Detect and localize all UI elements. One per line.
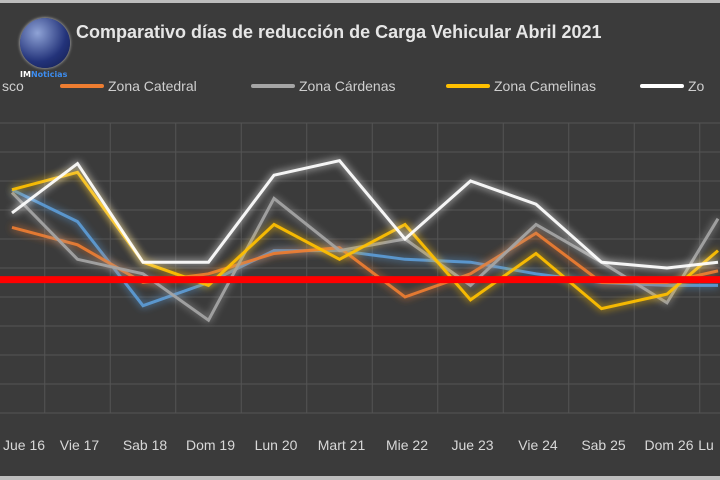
legend-item-0: sco	[2, 78, 24, 94]
x-tick-label: Vie 24	[518, 437, 558, 453]
x-tick-label: Dom 19	[185, 437, 236, 453]
legend-item-3: Zona Camelinas	[446, 78, 596, 94]
legend-swatch-3	[446, 84, 490, 88]
legend-item-1: Zona Catedral	[60, 78, 197, 94]
logo-text-a: IM	[20, 70, 31, 79]
legend-label-1: Zona Catedral	[108, 78, 197, 94]
legend-swatch-2	[251, 84, 295, 88]
x-tick-label: Mie 22	[385, 437, 429, 453]
legend-label-4: Zo	[688, 78, 705, 94]
frame-bottom	[0, 476, 720, 480]
x-tick-label: Mart 21	[317, 437, 366, 453]
legend-label-2: Zona Cárdenas	[299, 78, 396, 94]
legend-swatch-4	[640, 84, 684, 88]
x-tick-label: Jue 23	[451, 437, 494, 453]
x-tick-label: Lun 20	[254, 437, 298, 453]
x-tick-label: Sab 18	[122, 437, 168, 453]
legend-label-0: sco	[2, 78, 24, 94]
legend-item-2: Zona Cárdenas	[251, 78, 396, 94]
series-line-4	[11, 159, 719, 270]
imnoticias-logo-icon	[20, 18, 70, 68]
frame-top	[0, 0, 720, 3]
series-line-2	[10, 191, 720, 323]
x-tick-label: Vie 17	[59, 437, 100, 453]
legend-label-3: Zona Camelinas	[494, 78, 596, 94]
chart-title: Comparativo días de reducción de Carga V…	[76, 22, 602, 42]
legend: sco Zona Catedral Zona Cárdenas Zona Cam…	[0, 78, 720, 98]
logo-text-b: Noticias	[30, 70, 68, 79]
logo-text: IMNoticias	[20, 70, 67, 79]
x-tick-label: Lu	[698, 437, 714, 453]
x-tick-label: Sab 25	[581, 437, 626, 453]
legend-item-4: Zo	[640, 78, 704, 94]
x-tick-label: Jue 16	[2, 437, 46, 453]
x-tick-label: Dom 26	[644, 437, 694, 453]
legend-swatch-1	[60, 84, 104, 88]
series-line-0	[11, 188, 718, 308]
